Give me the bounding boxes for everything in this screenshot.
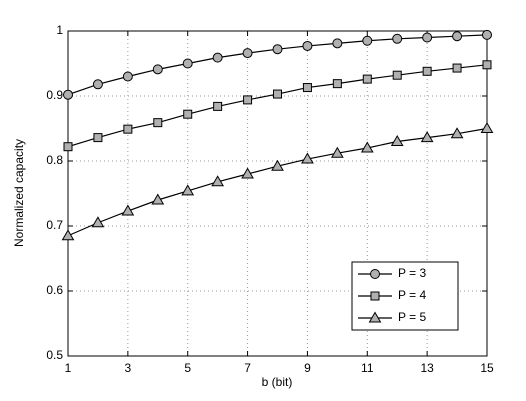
marker xyxy=(392,33,403,44)
marker xyxy=(241,167,254,179)
marker xyxy=(183,109,193,119)
legend-label: P = 3 xyxy=(398,266,426,280)
marker xyxy=(243,95,253,105)
x-tick-label: 7 xyxy=(244,361,251,375)
marker xyxy=(452,31,463,42)
marker xyxy=(211,175,225,187)
marker xyxy=(450,127,464,139)
marker xyxy=(360,141,374,153)
marker xyxy=(91,216,105,228)
legend-marker xyxy=(370,269,380,279)
marker xyxy=(271,159,284,171)
x-axis-label: b (bit) xyxy=(262,375,293,389)
y-tick-label: 0.6 xyxy=(46,283,63,297)
x-tick-label: 9 xyxy=(304,361,311,375)
marker xyxy=(93,133,103,143)
marker xyxy=(153,118,163,128)
marker xyxy=(332,38,343,49)
marker xyxy=(302,83,312,93)
y-tick-label: 1 xyxy=(56,23,63,37)
marker xyxy=(182,58,193,69)
legend-marker xyxy=(368,311,382,323)
marker xyxy=(422,66,432,76)
marker xyxy=(480,122,494,133)
marker xyxy=(121,204,135,216)
legend-marker xyxy=(370,291,380,301)
marker xyxy=(362,35,373,46)
x-tick-label: 3 xyxy=(125,361,132,375)
y-tick-label: 0.7 xyxy=(46,218,63,232)
marker xyxy=(332,79,342,89)
marker xyxy=(422,32,433,43)
marker xyxy=(122,71,133,82)
marker xyxy=(181,184,195,196)
marker xyxy=(212,52,223,63)
marker xyxy=(392,70,402,80)
y-axis-label: Normalized capacity xyxy=(12,139,26,247)
marker xyxy=(123,124,133,134)
marker xyxy=(362,74,372,84)
x-tick-label: 11 xyxy=(361,361,374,375)
marker xyxy=(272,44,283,55)
y-tick-label: 0.9 xyxy=(46,88,63,102)
marker xyxy=(420,131,434,143)
y-tick-label: 0.8 xyxy=(46,153,63,167)
marker xyxy=(63,89,73,100)
x-tick-label: 1 xyxy=(65,361,72,375)
legend: P = 3 P = 4 P = 5 xyxy=(351,261,459,331)
marker xyxy=(273,89,282,99)
marker xyxy=(482,29,492,40)
x-tick-label: 13 xyxy=(420,361,434,375)
x-tick-label: 15 xyxy=(480,361,494,375)
marker xyxy=(151,193,165,205)
marker xyxy=(390,135,404,146)
marker xyxy=(330,146,344,158)
marker xyxy=(213,101,223,111)
marker xyxy=(452,63,462,73)
marker xyxy=(482,60,492,70)
marker xyxy=(92,79,103,90)
plot-frame xyxy=(67,30,488,357)
marker xyxy=(61,229,75,241)
marker xyxy=(302,40,313,51)
y-tick-label: 0.5 xyxy=(46,348,63,362)
legend-label: P = 4 xyxy=(398,288,426,302)
x-tick-label: 5 xyxy=(184,361,191,375)
marker xyxy=(152,64,163,75)
legend-label: P = 5 xyxy=(398,310,426,324)
marker xyxy=(63,142,73,152)
marker xyxy=(242,48,253,59)
marker xyxy=(301,152,314,164)
